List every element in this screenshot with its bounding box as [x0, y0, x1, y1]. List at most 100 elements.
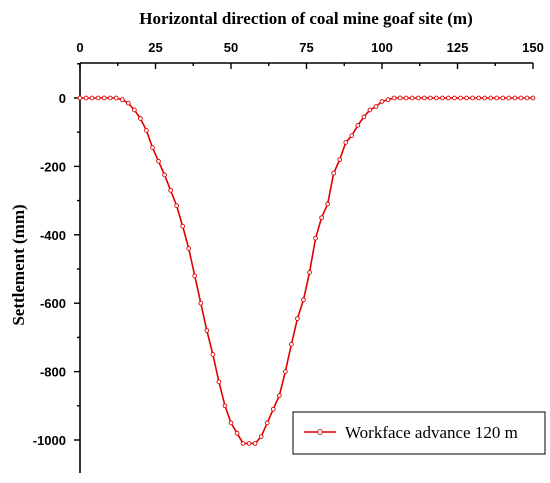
data-point: [343, 140, 349, 145]
y-tick-label: -400: [40, 228, 66, 243]
data-point: [222, 403, 228, 409]
data-point: [186, 246, 192, 251]
legend-marker-swatch: [317, 429, 323, 435]
data-point: [415, 95, 421, 101]
data-point: [162, 172, 167, 178]
data-point: [198, 300, 204, 306]
data-point: [440, 95, 445, 101]
data-point: [150, 145, 155, 150]
data-point: [488, 95, 494, 101]
data-point: [409, 95, 415, 101]
data-point: [301, 297, 306, 303]
x-axis-title: Horizontal direction of coal mine goaf s…: [139, 9, 472, 28]
data-point: [95, 95, 101, 101]
legend: Workface advance 120 m: [292, 411, 546, 455]
data-point: [228, 420, 234, 426]
data-point: [379, 99, 385, 104]
data-point: [216, 379, 222, 385]
legend-box: [292, 411, 546, 455]
series-layer: [77, 95, 536, 446]
data-point: [313, 235, 318, 241]
x-axis-ticks: 0 25 50 75 100 125 150: [76, 40, 544, 69]
data-point: [83, 95, 89, 101]
x-tick-label: 75: [299, 40, 313, 55]
x-tick-label: 125: [447, 40, 469, 55]
data-point: [518, 95, 524, 101]
data-point: [192, 273, 198, 279]
data-point: [77, 95, 83, 101]
y-axis-ticks: 0 -200 -400 -600 -800 -1000: [33, 63, 80, 448]
data-point: [89, 95, 95, 101]
data-point: [355, 123, 361, 128]
y-tick-label: -800: [40, 365, 66, 380]
data-point: [434, 95, 439, 101]
data-point: [319, 215, 324, 221]
data-point: [403, 95, 409, 101]
data-point: [506, 95, 512, 101]
data-point: [289, 341, 294, 347]
data-point: [246, 441, 252, 446]
data-point: [234, 430, 240, 436]
data-point: [325, 201, 330, 207]
data-point: [264, 420, 270, 426]
data-point: [156, 158, 161, 164]
data-point: [258, 434, 264, 439]
data-point: [101, 95, 107, 101]
y-tick-label: -200: [40, 159, 66, 174]
data-point: [180, 223, 186, 229]
data-point: [427, 95, 433, 101]
data-point: [458, 95, 463, 101]
y-axis-title: Settlement (mm): [9, 204, 28, 325]
data-point: [107, 95, 113, 101]
data-point: [476, 95, 481, 101]
y-tick-label: 0: [59, 91, 66, 106]
data-point: [144, 128, 149, 133]
data-point: [174, 203, 179, 209]
data-point: [470, 95, 475, 101]
data-point: [331, 170, 337, 176]
data-point: [204, 328, 210, 333]
x-tick-label: 25: [148, 40, 162, 55]
data-point: [349, 133, 355, 138]
data-point: [482, 95, 488, 101]
x-tick-label: 150: [522, 40, 544, 55]
data-point: [307, 270, 312, 275]
data-point: [452, 95, 457, 101]
data-point: [295, 316, 300, 321]
data-point: [385, 97, 391, 103]
data-point: [530, 95, 536, 101]
data-point: [464, 95, 469, 101]
x-tick-label: 0: [76, 40, 83, 55]
data-point: [446, 95, 451, 101]
data-point: [367, 107, 373, 113]
data-point: [512, 95, 518, 101]
data-point: [283, 369, 288, 374]
data-point: [397, 95, 403, 101]
data-point: [125, 100, 131, 106]
data-point: [373, 104, 379, 109]
data-point: [500, 95, 506, 101]
data-point: [421, 95, 427, 101]
series-line: [80, 97, 533, 445]
data-point: [132, 107, 137, 113]
legend-label: Workface advance 120 m: [345, 423, 518, 442]
data-point: [252, 441, 258, 446]
data-point: [270, 406, 276, 412]
data-point: [113, 95, 119, 101]
data-point: [119, 97, 125, 103]
data-point: [361, 114, 367, 120]
data-point: [391, 95, 397, 101]
data-point: [138, 116, 143, 121]
y-tick-label: -1000: [33, 433, 66, 448]
data-point: [524, 95, 530, 101]
data-point: [337, 157, 343, 162]
data-point: [240, 441, 246, 446]
x-tick-label: 100: [371, 40, 393, 55]
data-point: [494, 95, 500, 101]
data-point: [210, 352, 216, 357]
x-tick-label: 50: [224, 40, 238, 55]
data-point: [276, 393, 282, 398]
y-tick-label: -600: [40, 296, 66, 311]
data-point: [168, 187, 173, 193]
